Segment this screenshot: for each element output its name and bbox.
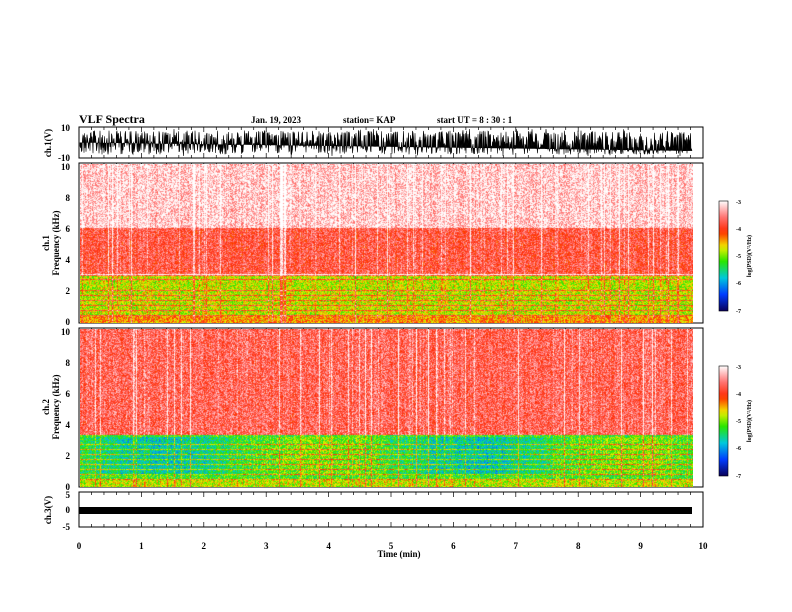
ch3-waveform-series xyxy=(79,507,692,514)
time-axis: Time (min) 0 1 2 3 4 5 6 7 8 9 10 xyxy=(77,541,708,559)
ch2-freq-tick-4: 4 xyxy=(66,420,71,430)
time-tick-label: 4 xyxy=(326,541,331,551)
ch1-ytick-top: 10 xyxy=(61,123,71,133)
station-label: station= KAP xyxy=(343,115,396,125)
ch3-ytick-top: 5 xyxy=(66,490,71,500)
ch1-spectrogram-image xyxy=(80,164,693,323)
ch2-colorbar-ramp xyxy=(718,365,729,477)
time-tick-label: 6 xyxy=(451,541,456,551)
figure-title: VLF Spectra xyxy=(79,112,145,126)
ch2-freq-tick-2: 2 xyxy=(66,451,71,461)
ch2-colorbar-tick-m4: -4 xyxy=(736,392,741,398)
time-tick-label: 8 xyxy=(576,541,581,551)
time-tick-label: 0 xyxy=(77,541,82,551)
ch3-waveform-ylabel: ch.3(V) xyxy=(43,496,53,524)
ch1-freq-tick-6: 6 xyxy=(66,224,71,234)
ch1-freq-tick-0: 0 xyxy=(66,317,71,327)
ch2-spectrogram-ylabel-channel: ch.2 xyxy=(41,399,51,415)
ch2-freq-tick-8: 8 xyxy=(66,358,71,368)
ch2-colorbar: -3 -4 -5 -6 -7 log(PSD)(V²/Hz) xyxy=(718,365,753,480)
ch1-colorbar-tick-m4: -4 xyxy=(736,227,741,233)
ch1-freq-tick-8: 8 xyxy=(66,193,71,203)
date-label: Jan. 19, 2023 xyxy=(251,115,302,125)
ch1-waveform-series xyxy=(79,128,693,157)
ch1-colorbar: -3 -4 -5 -6 -7 log(PSD)(V²/Hz) xyxy=(718,200,753,315)
ch1-colorbar-tick-m6: -6 xyxy=(736,281,741,287)
start-time-label: start UT = 8 : 30 : 1 xyxy=(437,115,513,125)
ch2-freq-tick-0: 0 xyxy=(66,482,71,492)
ch2-colorbar-tick-m5: -5 xyxy=(736,419,741,425)
ch2-colorbar-label: log(PSD)(V²/Hz) xyxy=(746,400,753,442)
ch3-ytick-mid: 0 xyxy=(66,505,71,515)
ch2-freq-tick-6: 6 xyxy=(66,389,71,399)
ch1-colorbar-ramp xyxy=(718,200,729,312)
ch2-freq-tick-10: 10 xyxy=(61,327,71,337)
time-tick-label: 7 xyxy=(514,541,519,551)
ch2-colorbar-tick-m7: -7 xyxy=(736,474,741,480)
ch1-colorbar-tick-m5: -5 xyxy=(736,254,741,260)
time-tick-label: 1 xyxy=(139,541,144,551)
ch1-spectrogram-ylabel-frequency: Frequency (kHz) xyxy=(51,210,61,275)
ch1-colorbar-label: log(PSD)(V²/Hz) xyxy=(746,235,753,277)
time-tick-label: 3 xyxy=(264,541,269,551)
ch1-freq-tick-4: 4 xyxy=(66,255,71,265)
ch1-freq-tick-10: 10 xyxy=(61,162,71,172)
ch2-colorbar-tick-m6: -6 xyxy=(736,446,741,452)
ch2-spectrogram-image xyxy=(80,329,693,487)
ch1-spectrogram-ylabel-channel: ch.1 xyxy=(41,235,51,251)
ch2-spectrogram-ylabel-frequency: Frequency (kHz) xyxy=(51,374,61,439)
ch2-colorbar-tick-m3: -3 xyxy=(736,365,741,371)
ch3-waveform-panel: 5 0 -5 ch.3(V) xyxy=(43,490,704,532)
time-tick-label: 5 xyxy=(389,541,394,551)
time-tick-label: 9 xyxy=(638,541,643,551)
ch1-waveform-panel: 10 -10 ch.1(V) xyxy=(43,123,704,163)
ch1-waveform-ylabel: ch.1(V) xyxy=(43,129,53,157)
time-tick-label: 2 xyxy=(202,541,207,551)
ch1-freq-tick-2: 2 xyxy=(66,286,71,296)
ch3-ytick-bottom: -5 xyxy=(63,522,71,532)
ch1-colorbar-tick-m3: -3 xyxy=(736,200,741,206)
ch1-ytick-bottom: -10 xyxy=(58,153,70,163)
ch1-colorbar-tick-m7: -7 xyxy=(736,309,741,315)
time-axis-label: Time (min) xyxy=(377,549,420,559)
time-tick-label: 10 xyxy=(699,541,709,551)
